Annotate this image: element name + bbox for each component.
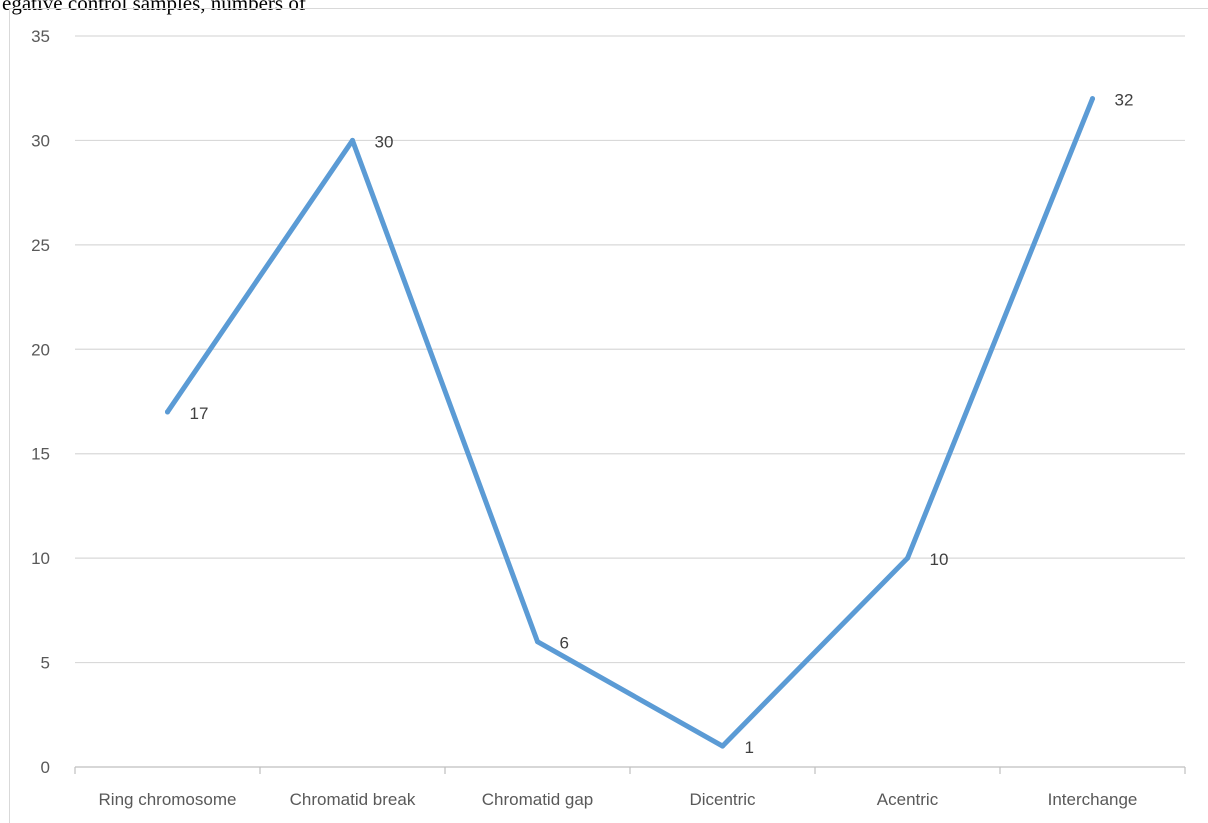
series-line [165,96,1095,749]
y-tick-label: 25 [31,236,50,255]
y-tick-label: 5 [41,654,50,673]
x-tick-label: Dicentric [689,790,756,809]
data-label: 32 [1115,91,1134,110]
x-tick-label: Chromatid break [290,790,416,809]
y-tick-label: 35 [31,27,50,46]
axes [74,766,1186,774]
x-tick-label: Acentric [877,790,939,809]
gridlines [75,35,1185,664]
data-point [350,137,355,143]
y-tick-label: 15 [31,445,50,464]
data-point [1090,96,1095,102]
data-label: 10 [930,550,949,569]
y-tick-labels: 0 5 10 15 20 25 30 35 [31,27,50,777]
data-point [535,639,540,645]
data-point [905,555,910,561]
y-tick-label: 30 [31,131,50,150]
y-tick-label: 0 [41,758,50,777]
x-tick-label: Ring chromosome [99,790,237,809]
series-group [165,96,1095,749]
data-label: 1 [745,738,754,757]
data-label: 17 [190,404,209,423]
chart-frame [9,8,1208,823]
data-label: 30 [375,132,394,151]
cutoff-caption-text: egative control samples, numbers of [2,0,306,15]
data-point [165,409,170,415]
data-labels: 17 30 6 1 10 32 [190,91,1134,757]
x-tick-labels: Ring chromosome Chromatid break Chromatid … [99,790,1138,809]
y-tick-label: 20 [31,340,50,359]
x-tick-label: Interchange [1048,790,1138,809]
data-label: 6 [560,634,569,653]
data-point [720,743,725,749]
y-tick-label: 10 [31,549,50,568]
x-tick-label: Chromatid gap [482,790,594,809]
